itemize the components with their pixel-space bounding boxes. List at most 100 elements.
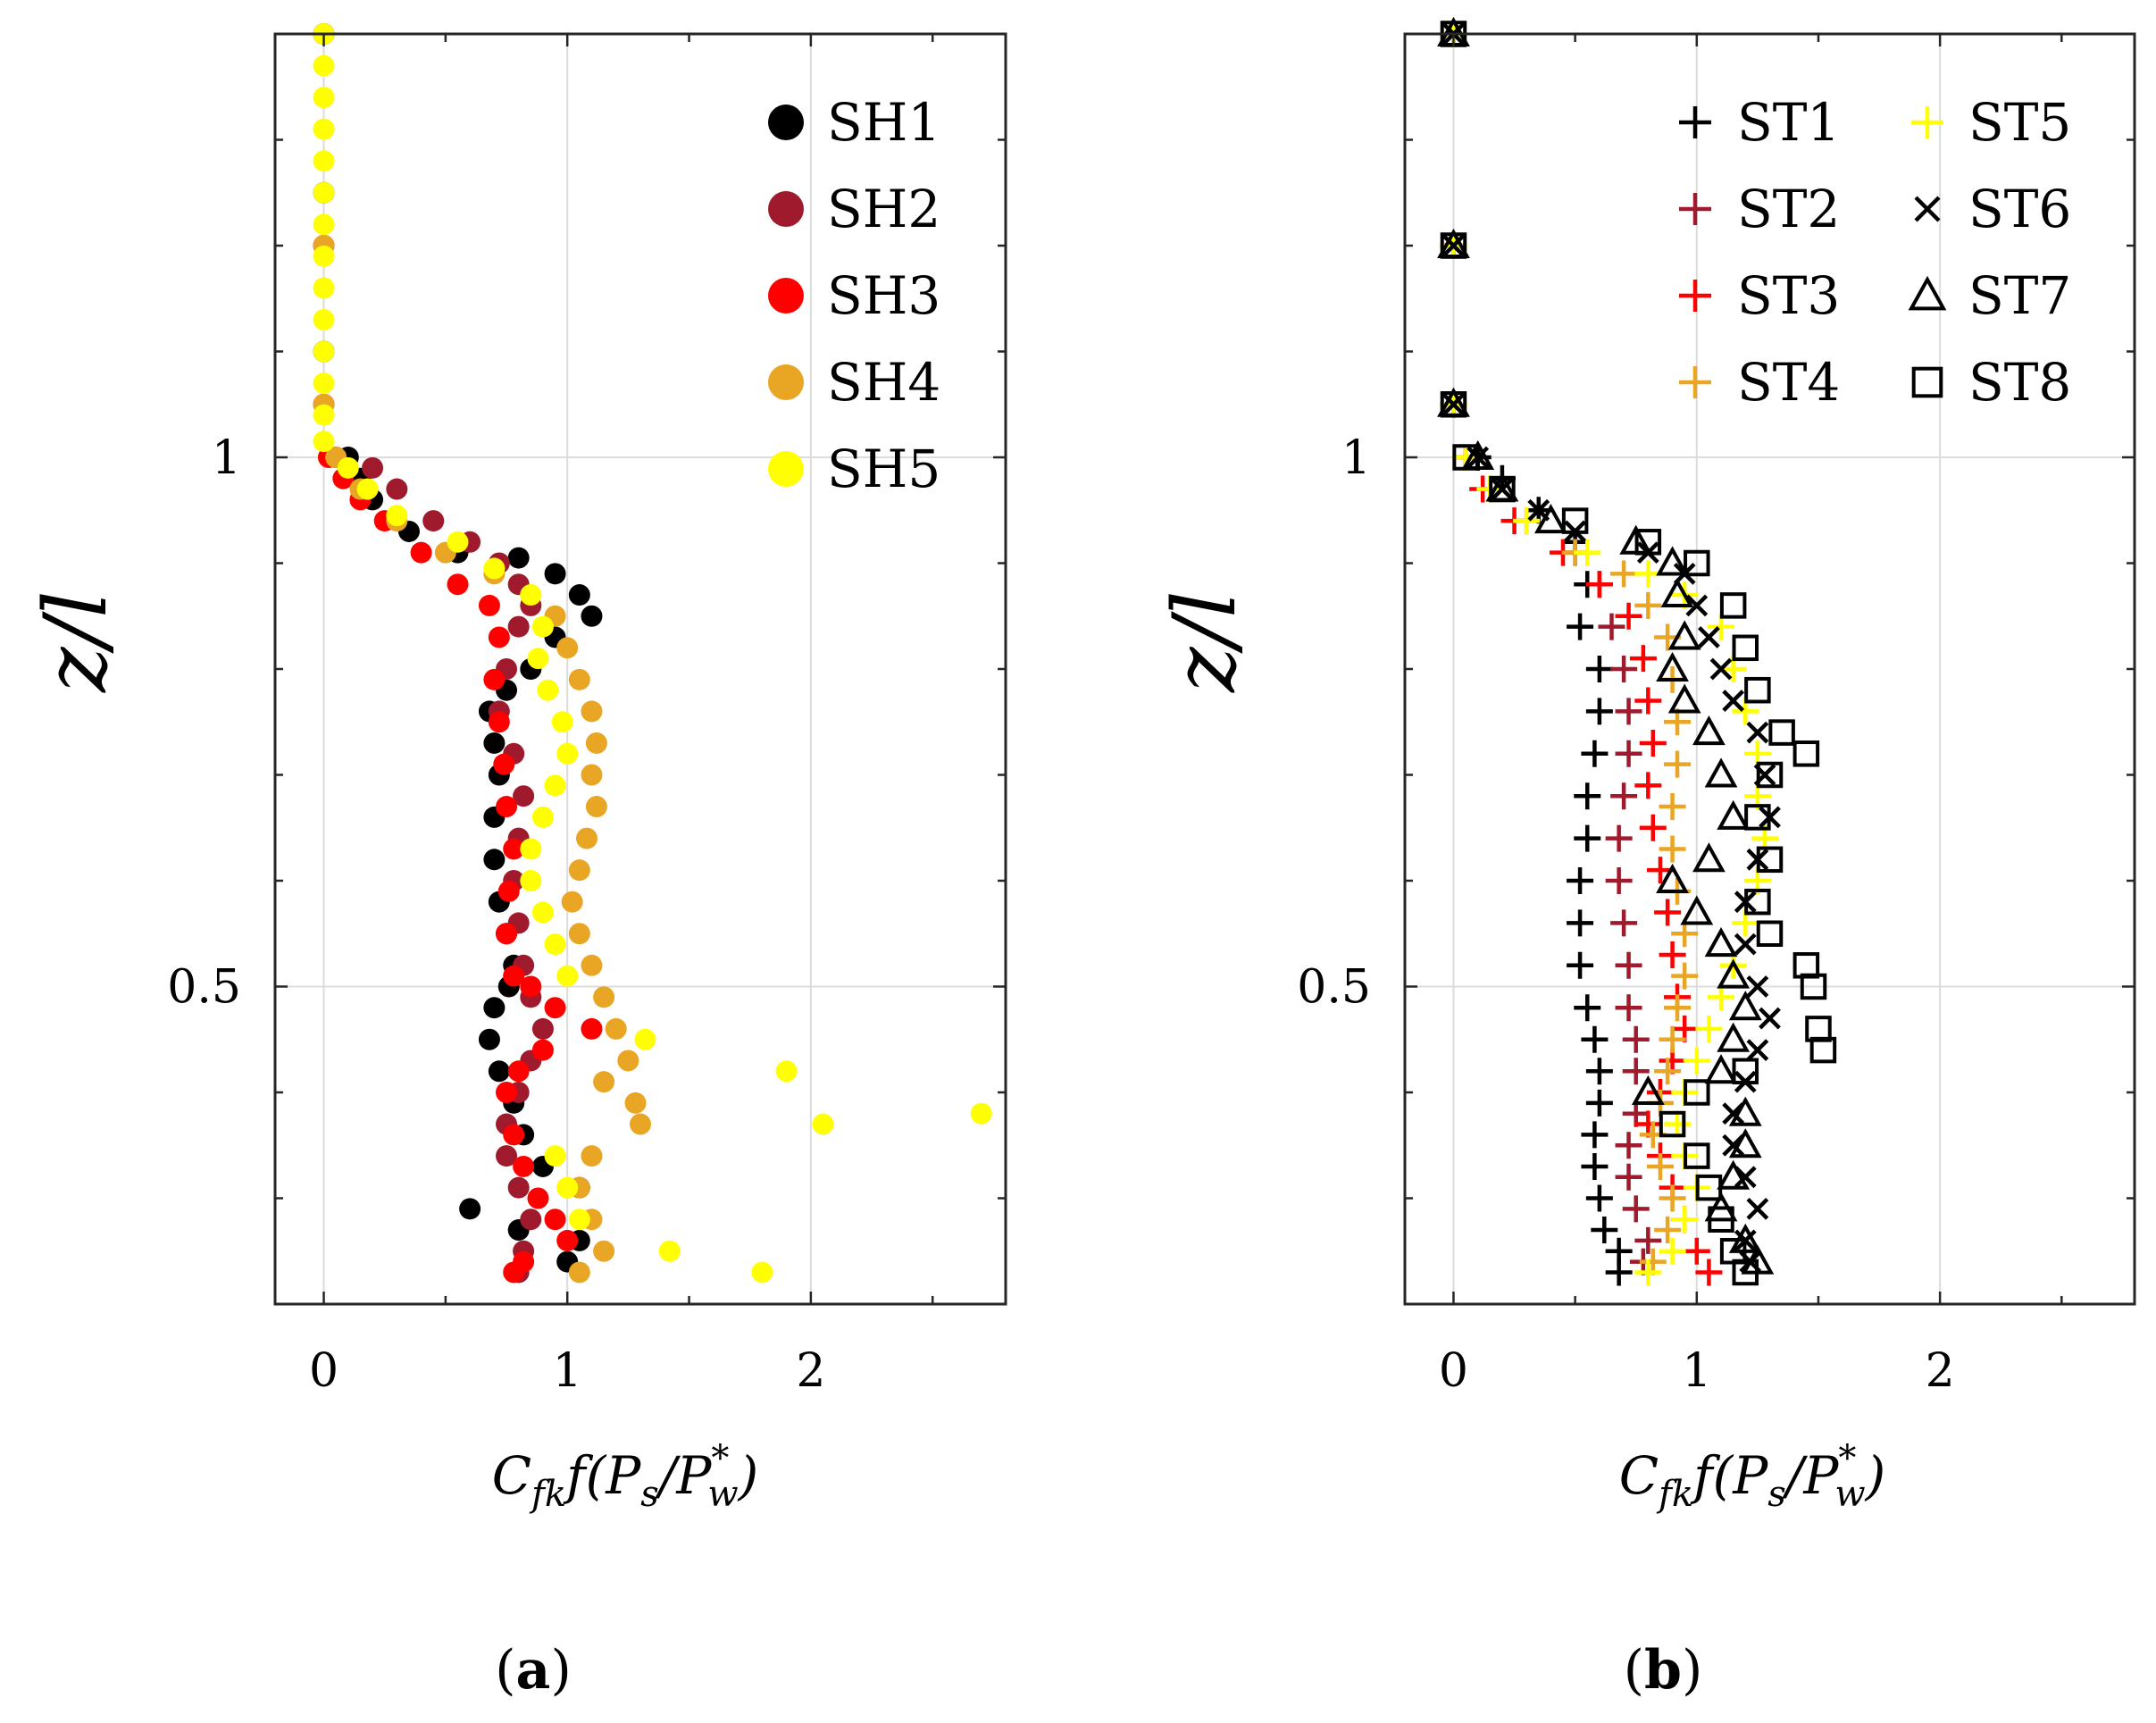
- data-point: [513, 785, 535, 807]
- data-point: [488, 1060, 510, 1083]
- data-point: [507, 1060, 530, 1083]
- data-point: [581, 605, 603, 627]
- data-point: [447, 531, 469, 553]
- data-point: [503, 838, 525, 860]
- data-point: [497, 880, 520, 902]
- data-point: [503, 1124, 525, 1146]
- data-point: [1622, 1195, 1650, 1223]
- data-point: [1660, 577, 1694, 608]
- data-point: [576, 827, 598, 849]
- data-point: [1615, 951, 1642, 979]
- data-point: [447, 573, 469, 596]
- data-point: [1746, 1197, 1769, 1220]
- data-point: [1659, 941, 1686, 968]
- data-point: [568, 859, 590, 882]
- legend-marker: [768, 451, 804, 487]
- legend-label: SH4: [827, 352, 940, 413]
- data-point: [1683, 1237, 1710, 1265]
- legend-label: ST3: [1737, 265, 1840, 326]
- data-point: [313, 372, 335, 395]
- data-point: [585, 732, 607, 754]
- data-point: [1717, 1159, 1751, 1190]
- data-point: [493, 753, 515, 775]
- chart-panel-b: 0 1 2 0.5 1 ST1 ST2 ST3 ST4 ST5 ST6 ST7 ST8 z/l Cfk…: [1155, 16, 2136, 1702]
- data-point: [313, 277, 335, 299]
- data-point: [1610, 560, 1638, 588]
- data-point: [386, 505, 408, 527]
- data-point: [313, 150, 335, 172]
- data-point: [1567, 867, 1594, 894]
- data-point: [1695, 1259, 1723, 1286]
- data-point: [1646, 1152, 1674, 1180]
- data-point: [1722, 690, 1745, 712]
- data-point: [496, 796, 518, 818]
- legend-item-sh1: SH1: [768, 92, 940, 153]
- data-point: [970, 1102, 992, 1125]
- data-point: [507, 547, 530, 569]
- data-point: [1585, 656, 1613, 682]
- data-point: [1659, 1184, 1686, 1212]
- chart-panel-a: 0 1 2 0.5 1 SH1 SH2 SH3 SH4 SH5 z/l Cfkf(Ps/P* w)…: [26, 23, 1007, 1702]
- data-point: [1704, 1054, 1738, 1084]
- legend-marker: [1914, 196, 1941, 222]
- data-point: [527, 1187, 549, 1209]
- data-point: [503, 965, 525, 987]
- data-point: [1585, 1184, 1613, 1212]
- data-point: [568, 1209, 590, 1231]
- data-point: [1659, 1025, 1686, 1053]
- y-axis-label: z/l: [1155, 590, 1255, 693]
- data-point: [1442, 234, 1465, 257]
- data-point: [496, 1145, 518, 1167]
- legend-marker: [1911, 106, 1943, 138]
- data-point: [1615, 1163, 1642, 1191]
- data-point: [1634, 560, 1662, 588]
- data-point: [568, 923, 590, 945]
- data-point: [1639, 814, 1667, 841]
- data-point: [1581, 1121, 1609, 1149]
- data-point: [1684, 549, 1710, 577]
- data-point: [1605, 824, 1633, 852]
- data-point: [556, 965, 579, 987]
- legend-label: ST7: [1968, 265, 2071, 326]
- data-point: [544, 997, 566, 1019]
- data-point: [1698, 626, 1720, 648]
- legend-item-st4: ST4: [1679, 352, 1840, 413]
- legend-item-sh2: SH2: [768, 179, 940, 239]
- data-point: [1634, 687, 1662, 715]
- data-point: [561, 891, 583, 913]
- data-point: [1744, 888, 1771, 916]
- data-point: [1717, 799, 1751, 830]
- data-point: [1605, 1259, 1633, 1286]
- data-point: [520, 584, 542, 606]
- data-point: [658, 1240, 681, 1262]
- data-point: [313, 54, 335, 77]
- data-point: [551, 711, 573, 733]
- data-point: [1610, 909, 1638, 937]
- legend-label: SH2: [827, 179, 940, 239]
- data-point: [1634, 529, 1662, 556]
- data-point: [1585, 571, 1613, 598]
- data-point: [1629, 645, 1657, 673]
- data-point: [1574, 994, 1601, 1022]
- data-point: [1534, 503, 1567, 534]
- x-tick-label: 2: [1926, 1344, 1955, 1398]
- data-point: [531, 901, 554, 924]
- data-point: [1634, 591, 1662, 619]
- data-point: [1581, 1025, 1609, 1053]
- data-point: [1744, 676, 1771, 704]
- data-point: [422, 510, 445, 532]
- data-point: [1615, 1132, 1642, 1159]
- data-point: [1685, 594, 1709, 617]
- legend-item-st1: ST1: [1679, 92, 1840, 153]
- data-point: [1695, 1174, 1723, 1201]
- data-point: [313, 87, 335, 109]
- data-point: [1746, 721, 1769, 744]
- data-point: [1704, 757, 1738, 788]
- plot-area: [1405, 34, 2135, 1304]
- legend-label: ST1: [1737, 92, 1840, 153]
- legend-marker: [768, 105, 804, 140]
- data-point: [1746, 975, 1769, 998]
- data-point: [531, 615, 554, 638]
- data-point: [1610, 656, 1638, 682]
